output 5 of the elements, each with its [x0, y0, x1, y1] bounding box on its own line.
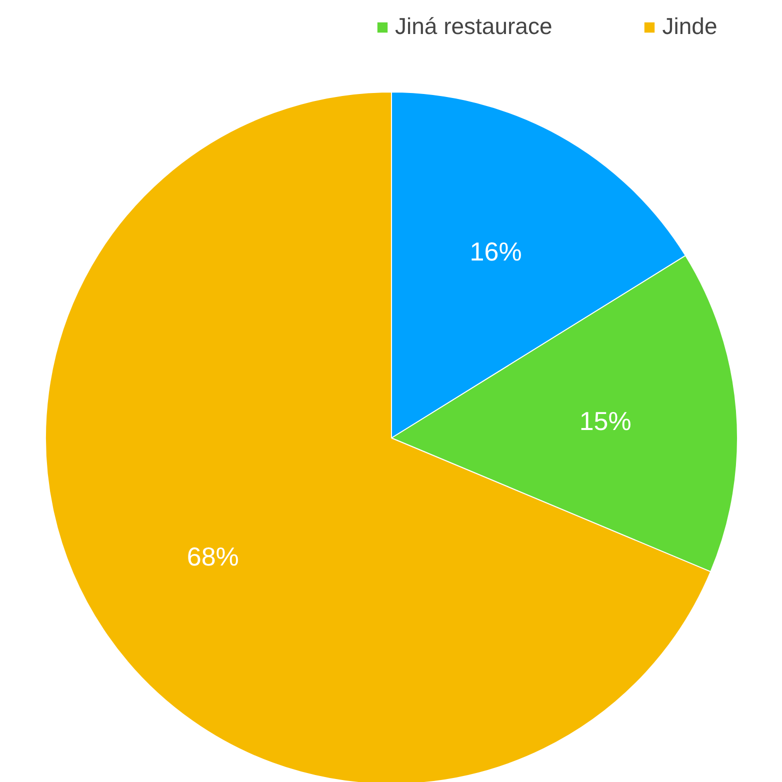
data-label: 15%: [579, 406, 632, 436]
legend-label: Jiná restaurace: [395, 13, 552, 40]
legend-label: Jinde: [662, 13, 718, 40]
data-label: 16%: [470, 236, 522, 266]
data-label: 68%: [186, 541, 239, 572]
